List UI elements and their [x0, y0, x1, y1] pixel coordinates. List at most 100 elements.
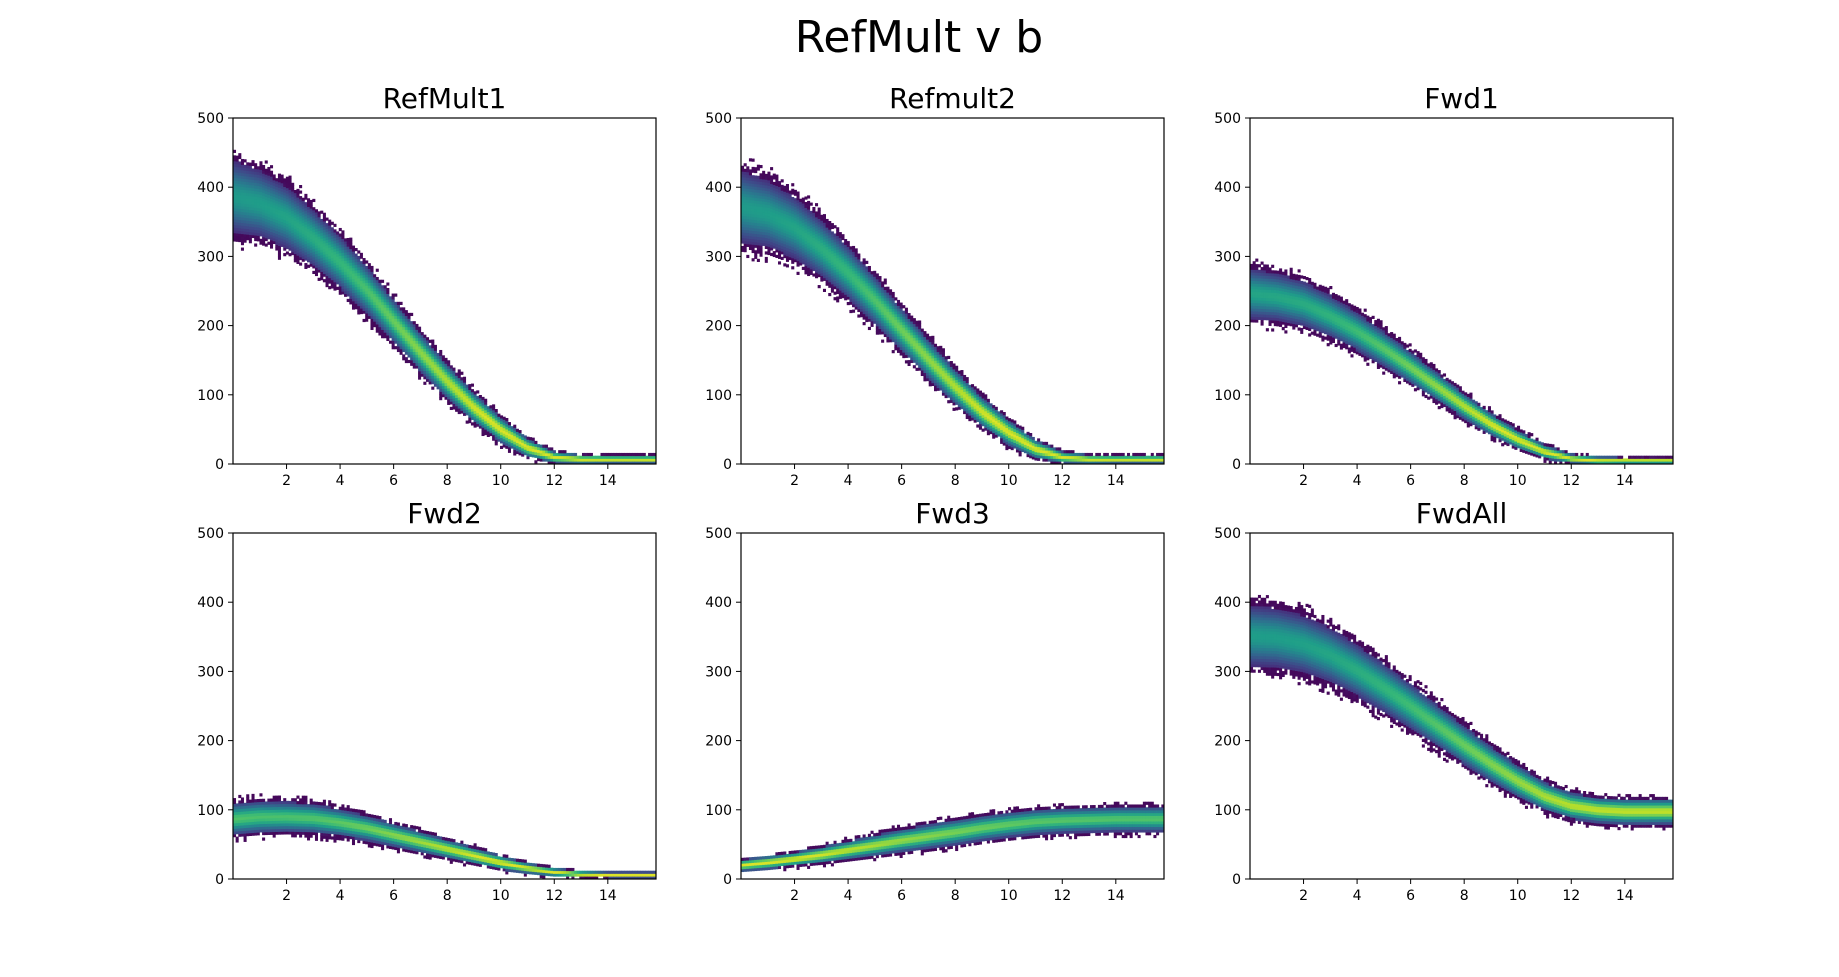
heatmap-cell: [362, 296, 366, 300]
heatmap-cell: [968, 404, 972, 408]
heatmap-cell: [748, 202, 752, 206]
heatmap-cell: [262, 214, 266, 218]
heatmap-cell: [381, 301, 385, 306]
heatmap-cell: [238, 236, 242, 240]
heatmap-cell: [259, 208, 263, 212]
heatmap-cell: [492, 437, 496, 441]
heatmap-cell: [240, 225, 244, 229]
heatmap-cell: [875, 298, 879, 302]
heatmap-cell: [386, 312, 390, 317]
heatmap-cell: [807, 225, 811, 229]
heatmap-cell: [439, 355, 443, 359]
heatmap-cell: [634, 461, 638, 464]
heatmap-cell: [254, 201, 258, 206]
heatmap-cell: [997, 419, 1001, 423]
heatmap-cell: [381, 288, 385, 292]
heatmap-cell: [452, 373, 456, 377]
heatmap-cell: [600, 461, 604, 464]
heatmap-cell: [307, 209, 311, 213]
heatmap-cell: [788, 229, 792, 233]
heatmap-cell: [801, 252, 805, 257]
heatmap-cell: [791, 260, 795, 264]
heatmap-cell: [804, 257, 808, 261]
heatmap-cell: [947, 369, 951, 373]
heatmap-cell: [849, 254, 853, 258]
heatmap-cell: [947, 372, 951, 376]
heatmap-cell: [751, 211, 755, 215]
heatmap-cell: [439, 352, 443, 356]
heatmap-cell: [896, 324, 901, 329]
heatmap-cell: [463, 396, 467, 400]
heatmap-cell: [815, 214, 819, 218]
heatmap-cell: [362, 291, 366, 295]
heatmap-cell: [1142, 452, 1146, 457]
heatmap-cell: [883, 314, 887, 318]
heatmap-cell: [1000, 440, 1004, 444]
heatmap-cell: [772, 173, 776, 177]
heatmap-cell: [449, 379, 453, 383]
heatmap-cell: [629, 455, 633, 459]
heatmap-cell: [399, 315, 403, 319]
heatmap-cell: [978, 426, 982, 430]
heatmap-cell: [381, 307, 385, 311]
heatmap-cell: [764, 240, 768, 244]
heatmap-cell: [815, 239, 819, 243]
heatmap-cell: [1158, 458, 1162, 462]
heatmap-cell: [325, 256, 329, 260]
heatmap-cell: [354, 267, 358, 271]
heatmap-cell: [293, 217, 297, 221]
heatmap-cell: [886, 308, 890, 312]
heatmap-cell: [867, 288, 871, 292]
heatmap-cell: [859, 314, 864, 318]
heatmap-cell: [267, 219, 271, 223]
heatmap-cell: [833, 225, 837, 229]
heatmap-cell: [634, 458, 638, 462]
heatmap-cell: [746, 188, 750, 192]
heatmap-cell: [238, 200, 242, 204]
heatmap-cell: [283, 194, 287, 199]
heatmap-cell: [992, 416, 996, 420]
heatmap-cell: [878, 303, 882, 307]
heatmap-cell: [986, 418, 990, 422]
heatmap-cell: [534, 460, 538, 464]
heatmap-cell: [751, 222, 755, 226]
heatmap-cell: [1026, 434, 1030, 438]
heatmap-cell: [1042, 441, 1046, 445]
heatmap-cell: [791, 219, 795, 223]
heatmap-cell: [486, 419, 490, 424]
heatmap-cell: [307, 231, 311, 235]
heatmap-cell: [256, 191, 260, 195]
heatmap-cell: [404, 351, 408, 355]
heatmap-cell: [844, 241, 848, 245]
heatmap-cell: [767, 251, 771, 256]
heatmap-cell: [899, 335, 903, 339]
heatmap-cell: [801, 203, 805, 207]
heatmap-cell: [751, 175, 755, 179]
heatmap-cell: [812, 223, 816, 227]
heatmap-cell: [280, 243, 284, 247]
heatmap-cell: [465, 392, 469, 397]
heatmap-cell: [463, 404, 467, 408]
heatmap-cell: [793, 250, 797, 254]
heatmap-cell: [902, 343, 906, 348]
heatmap-cell: [370, 307, 374, 311]
heatmap-cell: [259, 191, 263, 195]
heatmap-cell: [820, 245, 824, 249]
heatmap-cell: [1013, 434, 1017, 438]
heatmap-cell: [804, 204, 808, 208]
heatmap-cell: [349, 248, 353, 252]
heatmap-cell: [764, 198, 768, 202]
heatmap-cell: [402, 332, 406, 336]
heatmap-cell: [741, 174, 745, 178]
heatmap-cell: [780, 206, 784, 211]
heatmap-cell: [957, 376, 961, 380]
heatmap-cell: [365, 304, 369, 308]
heatmap-cell: [521, 439, 525, 443]
heatmap-cell: [267, 241, 271, 245]
heatmap-cell: [544, 447, 548, 451]
heatmap-cell: [1252, 264, 1256, 268]
heatmap-cell: [857, 289, 861, 293]
heatmap-cell: [741, 193, 745, 197]
heatmap-cell: [852, 262, 856, 266]
